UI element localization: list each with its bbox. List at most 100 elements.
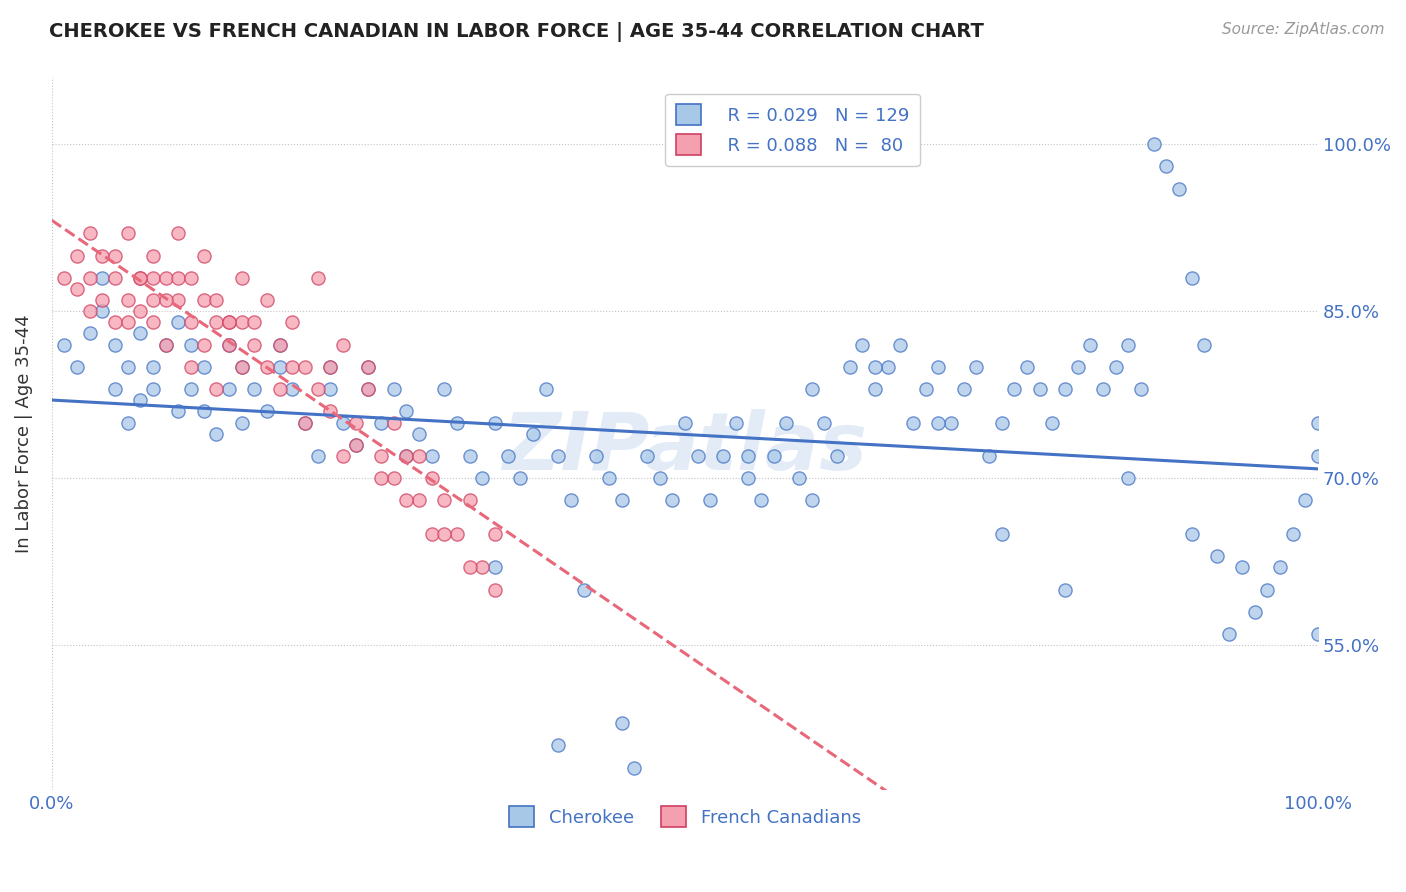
- Point: [129, 304, 152, 318]
- Point: [294, 416, 316, 430]
- Point: [155, 270, 177, 285]
- Point: [990, 527, 1012, 541]
- Point: [1180, 527, 1202, 541]
- Point: [269, 337, 291, 351]
- Point: [205, 293, 228, 307]
- Point: [737, 471, 759, 485]
- Point: [180, 270, 202, 285]
- Point: [319, 404, 342, 418]
- Point: [1142, 137, 1164, 152]
- Point: [382, 471, 405, 485]
- Point: [699, 827, 721, 841]
- Point: [319, 382, 342, 396]
- Point: [749, 493, 772, 508]
- Point: [598, 471, 620, 485]
- Point: [458, 449, 481, 463]
- Point: [269, 382, 291, 396]
- Point: [231, 359, 253, 374]
- Point: [180, 337, 202, 351]
- Point: [193, 293, 215, 307]
- Point: [332, 416, 354, 430]
- Point: [231, 416, 253, 430]
- Point: [1015, 359, 1038, 374]
- Point: [509, 471, 531, 485]
- Point: [167, 227, 190, 241]
- Point: [104, 315, 127, 329]
- Point: [471, 560, 494, 574]
- Y-axis label: In Labor Force | Age 35-44: In Labor Force | Age 35-44: [15, 314, 32, 553]
- Point: [699, 493, 721, 508]
- Point: [193, 249, 215, 263]
- Point: [560, 493, 582, 508]
- Point: [104, 382, 127, 396]
- Point: [1116, 471, 1139, 485]
- Point: [1091, 382, 1114, 396]
- Point: [66, 249, 89, 263]
- Point: [610, 716, 633, 731]
- Point: [446, 416, 468, 430]
- Point: [155, 293, 177, 307]
- Point: [737, 449, 759, 463]
- Point: [231, 270, 253, 285]
- Point: [484, 527, 506, 541]
- Point: [142, 359, 165, 374]
- Point: [648, 471, 671, 485]
- Point: [167, 270, 190, 285]
- Point: [231, 315, 253, 329]
- Point: [1205, 549, 1227, 563]
- Point: [218, 337, 240, 351]
- Point: [1230, 560, 1253, 574]
- Point: [775, 416, 797, 430]
- Point: [1154, 160, 1177, 174]
- Point: [813, 416, 835, 430]
- Point: [142, 293, 165, 307]
- Point: [382, 416, 405, 430]
- Point: [256, 293, 278, 307]
- Point: [117, 293, 139, 307]
- Point: [91, 270, 114, 285]
- Point: [142, 382, 165, 396]
- Point: [1167, 182, 1189, 196]
- Point: [180, 359, 202, 374]
- Point: [142, 315, 165, 329]
- Point: [1078, 337, 1101, 351]
- Point: [1053, 382, 1076, 396]
- Point: [129, 270, 152, 285]
- Point: [218, 337, 240, 351]
- Point: [1104, 359, 1126, 374]
- Point: [104, 249, 127, 263]
- Point: [876, 359, 898, 374]
- Text: CHEROKEE VS FRENCH CANADIAN IN LABOR FORCE | AGE 35-44 CORRELATION CHART: CHEROKEE VS FRENCH CANADIAN IN LABOR FOR…: [49, 22, 984, 42]
- Point: [1180, 270, 1202, 285]
- Point: [142, 270, 165, 285]
- Point: [623, 761, 645, 775]
- Point: [939, 416, 962, 430]
- Point: [79, 304, 101, 318]
- Point: [547, 449, 569, 463]
- Point: [91, 249, 114, 263]
- Point: [117, 227, 139, 241]
- Point: [218, 382, 240, 396]
- Point: [1308, 416, 1330, 430]
- Point: [446, 527, 468, 541]
- Point: [433, 493, 456, 508]
- Point: [53, 270, 76, 285]
- Point: [889, 337, 911, 351]
- Point: [294, 416, 316, 430]
- Point: [129, 270, 152, 285]
- Point: [281, 382, 304, 396]
- Point: [307, 449, 329, 463]
- Point: [129, 326, 152, 341]
- Point: [281, 315, 304, 329]
- Point: [433, 527, 456, 541]
- Point: [395, 493, 418, 508]
- Point: [53, 337, 76, 351]
- Point: [636, 449, 658, 463]
- Point: [193, 337, 215, 351]
- Point: [218, 315, 240, 329]
- Point: [193, 404, 215, 418]
- Point: [218, 315, 240, 329]
- Point: [977, 449, 1000, 463]
- Point: [79, 326, 101, 341]
- Point: [294, 359, 316, 374]
